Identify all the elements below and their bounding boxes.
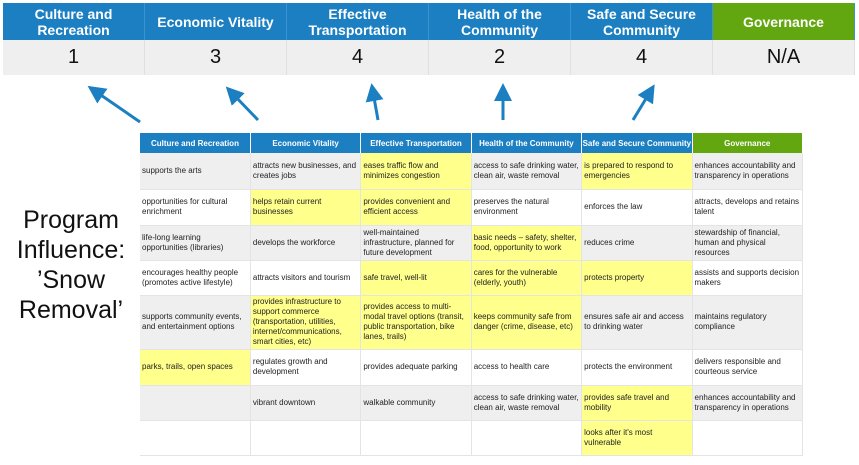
table-cell <box>140 385 251 421</box>
column-header: Economic Vitality <box>250 133 362 153</box>
table-cell: cares for the vulnerable (elderly, youth… <box>471 260 583 296</box>
table-cell: enhances accountability and transparency… <box>692 385 804 421</box>
table-cell: protects property <box>581 260 693 296</box>
table-cell: develops the workforce <box>250 225 362 261</box>
summary-header: Governance <box>713 3 855 40</box>
column-header: Culture and Recreation <box>140 133 251 153</box>
table-cell: provides safe travel and mobility <box>581 385 693 421</box>
table-cell: opportunities for cultural enrichment <box>140 189 251 226</box>
table-cell: access to safe drinking water, clean air… <box>471 385 583 421</box>
arrow-icon <box>631 84 655 121</box>
table-cell: well-maintained infrastructure, planned … <box>360 225 472 261</box>
table-cell <box>360 420 472 456</box>
summary-header: Safe and Secure Community <box>571 3 713 40</box>
column-header: Effective Transportation <box>360 133 472 153</box>
table-cell: provides convenient and efficient access <box>360 189 472 226</box>
table-row: encourages healthy people (promotes acti… <box>140 260 804 296</box>
table-cell: keeps community safe from danger (crime,… <box>471 295 583 350</box>
table-cell: provides access to multi-modal travel op… <box>360 295 472 350</box>
table-cell <box>140 420 251 456</box>
table-cell: vibrant downtown <box>250 385 362 421</box>
table-cell: parks, trails, open spaces <box>140 349 251 386</box>
arrow-icon <box>87 85 141 124</box>
table-cell <box>692 420 804 456</box>
table-cell: is prepared to respond to emergencies <box>581 153 693 190</box>
table-cell <box>250 420 362 456</box>
summary-score: 3 <box>145 40 287 75</box>
table-cell: enforces the law <box>581 189 693 226</box>
table-cell: safe travel, well-lit <box>360 260 472 296</box>
table-cell: reduces crime <box>581 225 693 261</box>
table-cell: regulates growth and development <box>250 349 362 386</box>
table-cell: looks after it's most vulnerable <box>581 420 693 456</box>
table-cell: access to safe drinking water, clean air… <box>471 153 583 190</box>
program-influence-label: Program Influence: ’Snow Removal’ <box>16 206 126 324</box>
table-row: looks after it's most vulnerable <box>140 420 804 456</box>
table-cell: attracts visitors and tourism <box>250 260 362 296</box>
table-cell: walkable community <box>360 385 472 421</box>
table-cell: maintains regulatory compliance <box>692 295 804 350</box>
table-cell: protects the environment <box>581 349 693 386</box>
table-row: opportunities for cultural enrichment hel… <box>140 189 804 226</box>
arrow-icon <box>225 86 260 122</box>
table-cell: eases traffic flow and minimizes congest… <box>360 153 472 190</box>
table-cell: attracts, develops and retains talent <box>692 189 804 226</box>
table-cell: supports community events, and entertain… <box>140 295 251 350</box>
table-cell: delivers responsible and courteous servi… <box>692 349 804 386</box>
table-cell: provides infrastructure to support comme… <box>250 295 362 350</box>
summary-score: N/A <box>713 40 855 75</box>
table-row: supports community events, and entertain… <box>140 295 804 350</box>
column-header: Safe and Secure Community <box>581 133 693 153</box>
table-cell: life-long learning opportunities (librar… <box>140 225 251 261</box>
summary-header: Effective Transportation <box>287 3 429 40</box>
summary-score: 2 <box>429 40 571 75</box>
table-cell: ensures safe air and access to drinking … <box>581 295 693 350</box>
strategic-priorities-table: Culture and Recreation Economic Vitality E… <box>140 133 804 456</box>
table-cell: supports the arts <box>140 153 251 190</box>
table-cell: preserves the natural environment <box>471 189 583 226</box>
summary-header: Economic Vitality <box>145 3 287 40</box>
table-cell: encourages healthy people (promotes acti… <box>140 260 251 296</box>
table-cell: assists and supports decision makers <box>692 260 804 296</box>
table-cell: enhances accountability and transparency… <box>692 153 804 190</box>
summary-header: Health of the Community <box>429 3 571 40</box>
summary-score: 4 <box>287 40 429 75</box>
table-cell: provides adequate parking <box>360 349 472 386</box>
table-row: parks, trails, open spaces regulates grow… <box>140 349 804 386</box>
table-cell: basic needs – safety, shelter, food, opp… <box>471 225 583 261</box>
summary-header: Culture and Recreation <box>3 3 145 40</box>
table-cell: stewardship of financial, human and phys… <box>692 225 804 261</box>
table-row: supports the arts attracts new businesses… <box>140 153 804 190</box>
arrow-icon <box>365 83 384 121</box>
arrows <box>87 83 655 124</box>
table-cell: helps retain current businesses <box>250 189 362 226</box>
table-cell: attracts new businesses, and creates job… <box>250 153 362 190</box>
summary-score: 4 <box>571 40 713 75</box>
summary-score: 1 <box>3 40 145 75</box>
column-header: Health of the Community <box>471 133 583 153</box>
column-header: Governance <box>692 133 804 153</box>
summary-scores: Culture and Recreation 1 Economic Vitality… <box>3 3 855 75</box>
table-cell <box>471 420 583 456</box>
table-row: life-long learning opportunities (librar… <box>140 225 804 261</box>
table-cell: access to health care <box>471 349 583 386</box>
table-row: vibrant downtown walkable community access… <box>140 385 804 421</box>
